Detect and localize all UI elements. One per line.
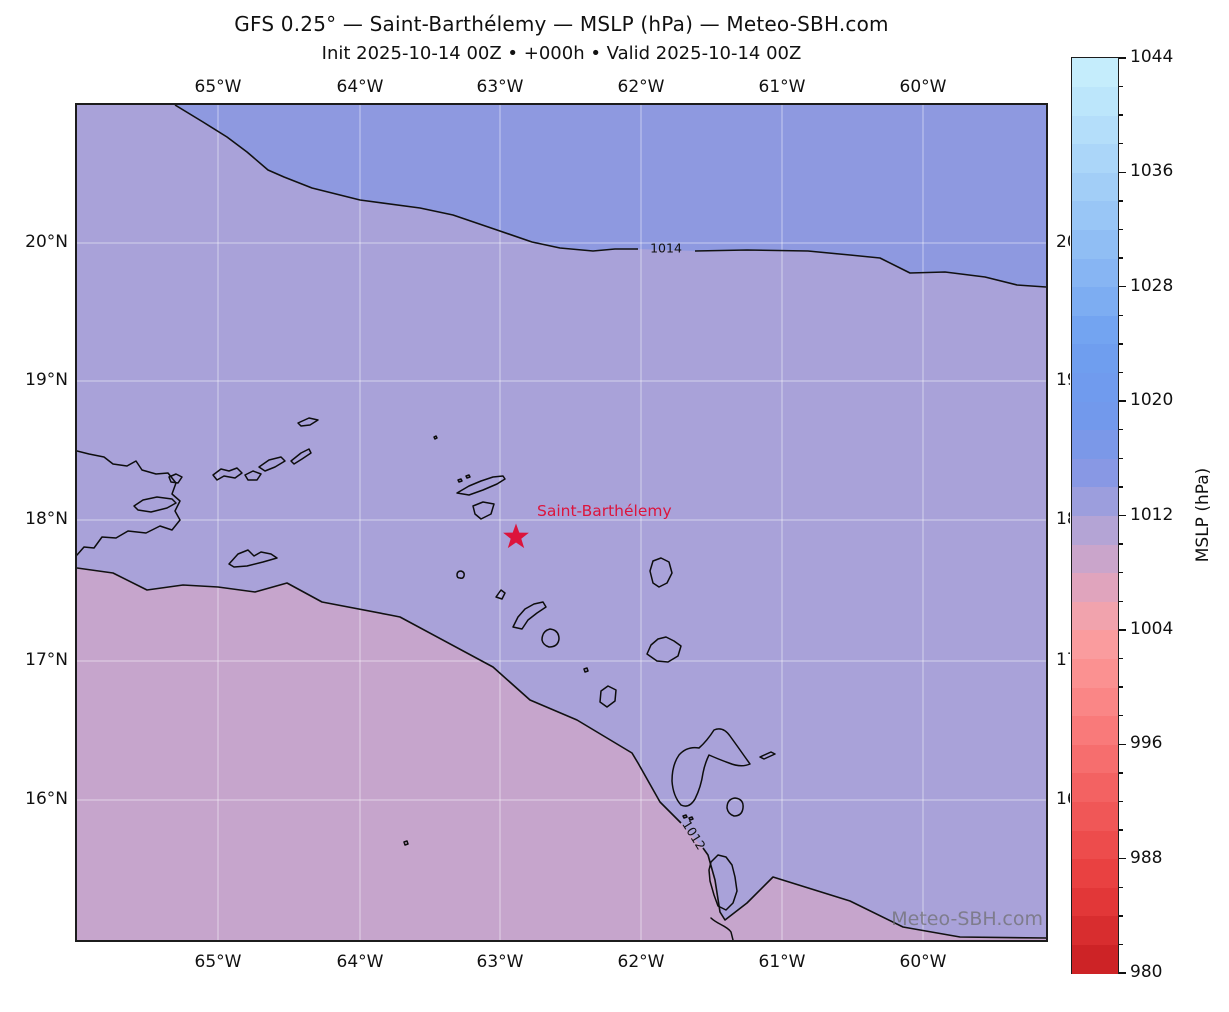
watermark: Meteo-SBH.com — [891, 908, 1043, 930]
lat-tick-label-left: 16°N — [25, 789, 68, 809]
right-panel-background — [1070, 0, 1229, 1012]
coastline-st-john — [244, 470, 262, 481]
lon-tick-label-bottom: 62°W — [617, 952, 665, 972]
lon-tick-label-top: 64°W — [336, 77, 384, 97]
lon-tick-label-top: 63°W — [476, 77, 524, 97]
coastline-virgin-gorda — [290, 448, 312, 465]
coastline-antigua — [646, 636, 682, 663]
graticule — [77, 105, 1046, 940]
coastline-nevis — [541, 628, 560, 648]
map-frame — [75, 103, 1048, 942]
isobar-1012-line-west — [77, 567, 682, 824]
coastlines — [77, 417, 776, 940]
lon-tick-label-bottom: 64°W — [336, 952, 384, 972]
coastline-st-kitts — [512, 601, 547, 630]
coastline-st-croix — [228, 549, 278, 568]
lon-tick-label-top: 60°W — [899, 77, 947, 97]
lat-tick-label-left: 17°N — [25, 650, 68, 670]
location-star-marker — [503, 523, 529, 549]
coastline-la-desirade — [759, 751, 776, 760]
isobar-1014-line-west — [174, 105, 638, 252]
coastline-redonda-islet — [583, 667, 589, 673]
coastline-sombrero-islet — [433, 435, 438, 440]
coastline-anguilla — [456, 475, 506, 496]
lon-tick-label-bottom: 65°W — [194, 952, 242, 972]
lon-tick-label-bottom: 63°W — [476, 952, 524, 972]
coastline-puerto-rico — [77, 450, 181, 556]
coastline-aves-islet — [403, 840, 409, 846]
coastline-st-thomas — [212, 467, 243, 481]
coastline-anegada — [297, 417, 319, 427]
lon-tick-label-bottom: 60°W — [899, 952, 947, 972]
lat-tick-label-left: 20°N — [25, 232, 68, 252]
coastline-montserrat — [599, 685, 617, 708]
coastline-barbuda — [649, 557, 673, 588]
lat-tick-label-left: 19°N — [25, 370, 68, 390]
lat-tick-label-left: 18°N — [25, 509, 68, 529]
plot-title: GFS 0.25° — Saint-Barthélemy — MSLP (hPa… — [234, 12, 889, 36]
fill-band-above-1014 — [175, 105, 1046, 287]
coastline-saba — [456, 570, 465, 579]
coastline-martinique-tip — [710, 917, 734, 940]
coastline-les-saintes — [682, 814, 694, 821]
lon-tick-label-top: 61°W — [758, 77, 806, 97]
coastline-marie-galante — [726, 797, 744, 817]
coastline-dog-islets — [457, 474, 471, 483]
lon-tick-label-top: 62°W — [617, 77, 665, 97]
isobar-lines — [77, 105, 1046, 939]
lon-tick-label-bottom: 61°W — [758, 952, 806, 972]
lon-tick-label-top: 65°W — [194, 77, 242, 97]
location-star-label: Saint-Barthélemy — [537, 502, 672, 520]
isobar-1014-line-east — [694, 249, 1046, 288]
coastline-st-martin — [472, 501, 495, 520]
coastline-dominica — [708, 854, 738, 911]
plot-subtitle: Init 2025-10-14 00Z • +000h • Valid 2025… — [321, 43, 802, 64]
coastline-st-eustatius — [495, 589, 506, 600]
coastline-guadeloupe — [671, 728, 751, 807]
isobar-1014-label: 1014 — [650, 240, 682, 256]
isobar-1012-line-east — [702, 847, 1046, 939]
map-canvas — [77, 105, 1046, 940]
coastline-tortola — [258, 456, 286, 472]
coastline-culebra — [168, 473, 183, 484]
coastline-vieques — [133, 496, 177, 513]
